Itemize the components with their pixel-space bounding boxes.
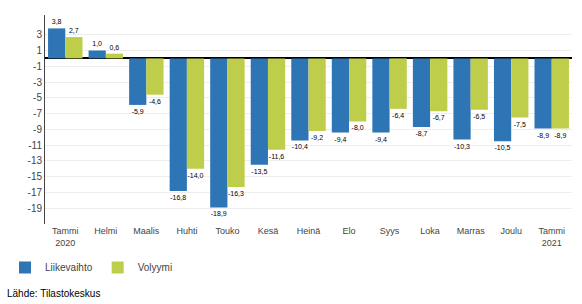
svg-text:-6,7: -6,7 [433,114,445,121]
svg-text:Touko: Touko [215,226,239,236]
svg-text:-10,3: -10,3 [454,143,470,150]
svg-text:-15: -15 [28,171,43,182]
svg-text:3: 3 [36,29,42,40]
svg-text:3,8: 3,8 [52,18,62,25]
svg-text:-10,5: -10,5 [495,144,511,151]
svg-text:-19: -19 [28,203,43,214]
svg-text:Heinä: Heinä [297,226,321,236]
svg-text:-8,9: -8,9 [537,132,549,139]
svg-text:Kesä: Kesä [258,226,279,236]
svg-text:-16,8: -16,8 [170,194,186,201]
svg-text:Elo: Elo [343,226,356,236]
svg-text:-13: -13 [28,155,43,166]
svg-text:Syys: Syys [380,226,400,236]
svg-text:-1: -1 [33,61,42,72]
svg-text:Maalis: Maalis [133,226,160,236]
svg-text:-16,3: -16,3 [228,190,244,197]
svg-text:1: 1 [36,45,42,56]
svg-text:Volyymi: Volyymi [138,262,172,273]
svg-text:Marras: Marras [457,226,486,236]
svg-text:-9,4: -9,4 [375,136,387,143]
svg-text:-3: -3 [33,77,42,88]
svg-text:Tammi2021: Tammi2021 [538,226,565,248]
svg-text:-17: -17 [28,187,43,198]
svg-text:Loka: Loka [420,226,440,236]
svg-text:-9,2: -9,2 [311,134,323,141]
svg-text:-6,5: -6,5 [473,113,485,120]
svg-text:Joulu: Joulu [500,226,522,236]
svg-text:Liikevaihto: Liikevaihto [45,262,93,273]
svg-text:-9,4: -9,4 [334,136,346,143]
svg-text:1,0: 1,0 [92,40,102,47]
svg-text:0,6: 0,6 [110,44,120,51]
svg-text:-10,4: -10,4 [292,143,308,150]
svg-text:-5,9: -5,9 [132,108,144,115]
svg-text:-9: -9 [33,124,42,135]
svg-text:-7,5: -7,5 [514,121,526,128]
svg-text:-4,6: -4,6 [149,98,161,105]
svg-text:Helmi: Helmi [94,226,117,236]
svg-text:-8,0: -8,0 [352,124,364,131]
svg-text:-14,0: -14,0 [187,172,203,179]
svg-text:2,7: 2,7 [69,27,79,34]
svg-text:Huhti: Huhti [176,226,197,236]
svg-text:Lähde: Tilastokeskus: Lähde: Tilastokeskus [7,288,100,299]
svg-text:-8,9: -8,9 [554,132,566,139]
svg-text:-5: -5 [33,92,42,103]
svg-text:-6,4: -6,4 [392,112,404,119]
svg-text:Tammi2020: Tammi2020 [52,226,79,248]
svg-text:-8,7: -8,7 [415,130,427,137]
svg-text:-7: -7 [33,108,42,119]
svg-text:-11,6: -11,6 [269,153,285,160]
svg-text:-11: -11 [28,140,42,151]
svg-text:-18,9: -18,9 [211,210,227,217]
svg-text:-13,5: -13,5 [251,168,267,175]
